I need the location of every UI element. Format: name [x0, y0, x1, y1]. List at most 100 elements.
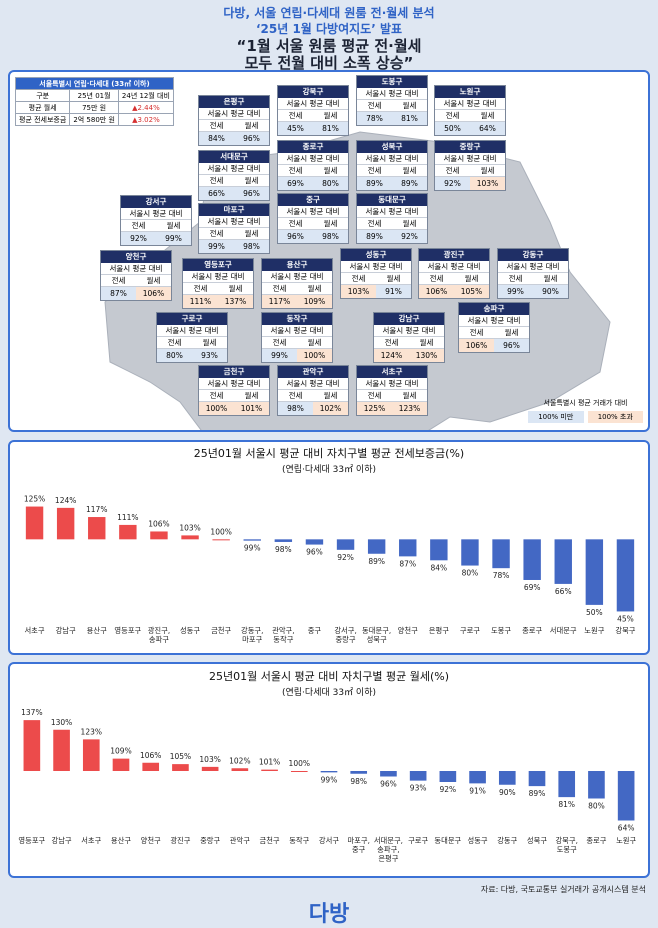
district-value: 103%: [341, 285, 376, 298]
district-cols: 전세 월세: [278, 218, 348, 230]
value-label: 105%: [170, 752, 191, 761]
district-subtitle: 서울시 평균 대비: [199, 216, 269, 228]
district-value: 96%: [494, 339, 529, 352]
col-label: 전세: [272, 338, 287, 347]
col-label: 월세: [323, 111, 338, 120]
district-box: 금천구 서울시 평균 대비 전세 월세 100% 101%: [198, 365, 270, 416]
district-value: 80%: [157, 349, 192, 362]
district-name: 서초구: [357, 366, 427, 378]
district-cols: 전세 월세: [357, 165, 427, 177]
col-label: 월세: [244, 391, 259, 400]
district-values: 87% 106%: [101, 287, 171, 300]
value-label: 100%: [210, 527, 231, 536]
district-values: 100% 101%: [199, 402, 269, 415]
district-subtitle: 서울시 평균 대비: [341, 261, 411, 273]
x-tick-label: 서대문구, 송파구, 은평구: [373, 836, 403, 864]
summary-cell: ▲3.02%: [117, 113, 174, 126]
district-value: 96%: [278, 230, 313, 243]
value-label: 98%: [350, 777, 367, 786]
district-name: 양천구: [101, 251, 171, 263]
col-label: 전세: [209, 121, 224, 130]
col-label: 월세: [504, 328, 519, 337]
bar: [528, 771, 546, 787]
district-cols: 전세 월세: [357, 100, 427, 112]
district-value: 99%: [199, 240, 234, 253]
x-tick-label: 강북구: [615, 626, 636, 635]
col-label: 전세: [193, 284, 208, 293]
col-label: 전세: [351, 274, 366, 283]
x-tick-label: 강동구, 마포구: [241, 626, 264, 645]
bar: [142, 762, 160, 771]
x-tick-label: 성동구: [467, 836, 488, 845]
bar: [461, 539, 479, 566]
district-value: 137%: [218, 295, 253, 308]
col-label: 월세: [228, 284, 243, 293]
district-cols: 전세 월세: [262, 337, 332, 349]
value-label: 137%: [21, 708, 42, 717]
district-name: 영등포구: [183, 259, 253, 271]
district-value: 125%: [357, 402, 392, 415]
bar: [498, 771, 516, 785]
col-label: 월세: [323, 219, 338, 228]
legend-title: 서울특별시 평균 거래가 대비: [543, 399, 628, 407]
district-subtitle: 서울시 평균 대비: [374, 325, 444, 337]
col-label: 전세: [445, 111, 460, 120]
district-subtitle: 서울시 평균 대비: [278, 153, 348, 165]
district-cols: 전세 월세: [278, 165, 348, 177]
district-box: 영등포구 서울시 평균 대비 전세 월세 111% 137%: [182, 258, 254, 309]
col-label: 월세: [244, 176, 259, 185]
district-subtitle: 서울시 평균 대비: [459, 315, 529, 327]
district-subtitle: 서울시 평균 대비: [357, 153, 427, 165]
x-tick-label: 종로구: [522, 626, 543, 635]
value-label: 80%: [462, 569, 479, 578]
x-tick-label: 용산구: [110, 836, 132, 845]
district-name: 강동구: [498, 249, 568, 261]
bar: [492, 539, 510, 569]
district-value: 102%: [313, 402, 348, 415]
district-values: 45% 81%: [278, 122, 348, 135]
x-tick-label: 서초구: [81, 836, 102, 845]
legend-below: 100% 미만: [528, 411, 584, 423]
district-name: 성북구: [357, 141, 427, 153]
district-value: 89%: [357, 177, 392, 190]
district-value: 92%: [121, 232, 156, 245]
district-value: 96%: [234, 132, 269, 145]
x-tick-label: 강서구: [318, 836, 340, 845]
district-value: 124%: [374, 349, 409, 362]
bar: [439, 771, 457, 782]
district-subtitle: 서울시 평균 대비: [435, 153, 505, 165]
district-name: 동대문구: [357, 194, 427, 206]
district-subtitle: 서울시 평균 대비: [199, 108, 269, 120]
district-cols: 전세 월세: [357, 218, 427, 230]
col-label: 월세: [402, 219, 417, 228]
bar: [380, 771, 397, 777]
col-label: 월세: [323, 166, 338, 175]
value-label: 130%: [51, 718, 72, 727]
col-label: 전세: [367, 391, 382, 400]
district-name: 구로구: [157, 313, 227, 325]
bar: [554, 539, 572, 584]
x-tick-label: 구로구: [459, 626, 480, 635]
district-cols: 전세 월세: [121, 220, 191, 232]
district-value: 84%: [199, 132, 234, 145]
district-value: 130%: [409, 349, 444, 362]
col-label: 월세: [244, 121, 259, 130]
value-label: 96%: [380, 780, 397, 789]
district-name: 송파구: [459, 303, 529, 315]
x-tick-label: 강남구: [51, 836, 72, 845]
col-label: 전세: [288, 111, 303, 120]
x-tick-label: 강서구, 중랑구: [334, 626, 357, 645]
district-value: 64%: [470, 122, 505, 135]
district-box: 광진구 서울시 평균 대비 전세 월세 106% 105%: [418, 248, 490, 299]
district-values: 69% 80%: [278, 177, 348, 190]
col-label: 월세: [307, 338, 322, 347]
x-tick-label: 노원구: [616, 836, 637, 845]
district-subtitle: 서울시 평균 대비: [278, 98, 348, 110]
x-tick-label: 마포구, 중구: [347, 836, 370, 855]
district-subtitle: 서울시 평균 대비: [262, 325, 332, 337]
value-label: 92%: [337, 553, 354, 562]
bar: [82, 739, 100, 771]
district-values: 92% 103%: [435, 177, 505, 190]
value-label: 125%: [24, 495, 45, 504]
district-box: 중랑구 서울시 평균 대비 전세 월세 92% 103%: [434, 140, 506, 191]
